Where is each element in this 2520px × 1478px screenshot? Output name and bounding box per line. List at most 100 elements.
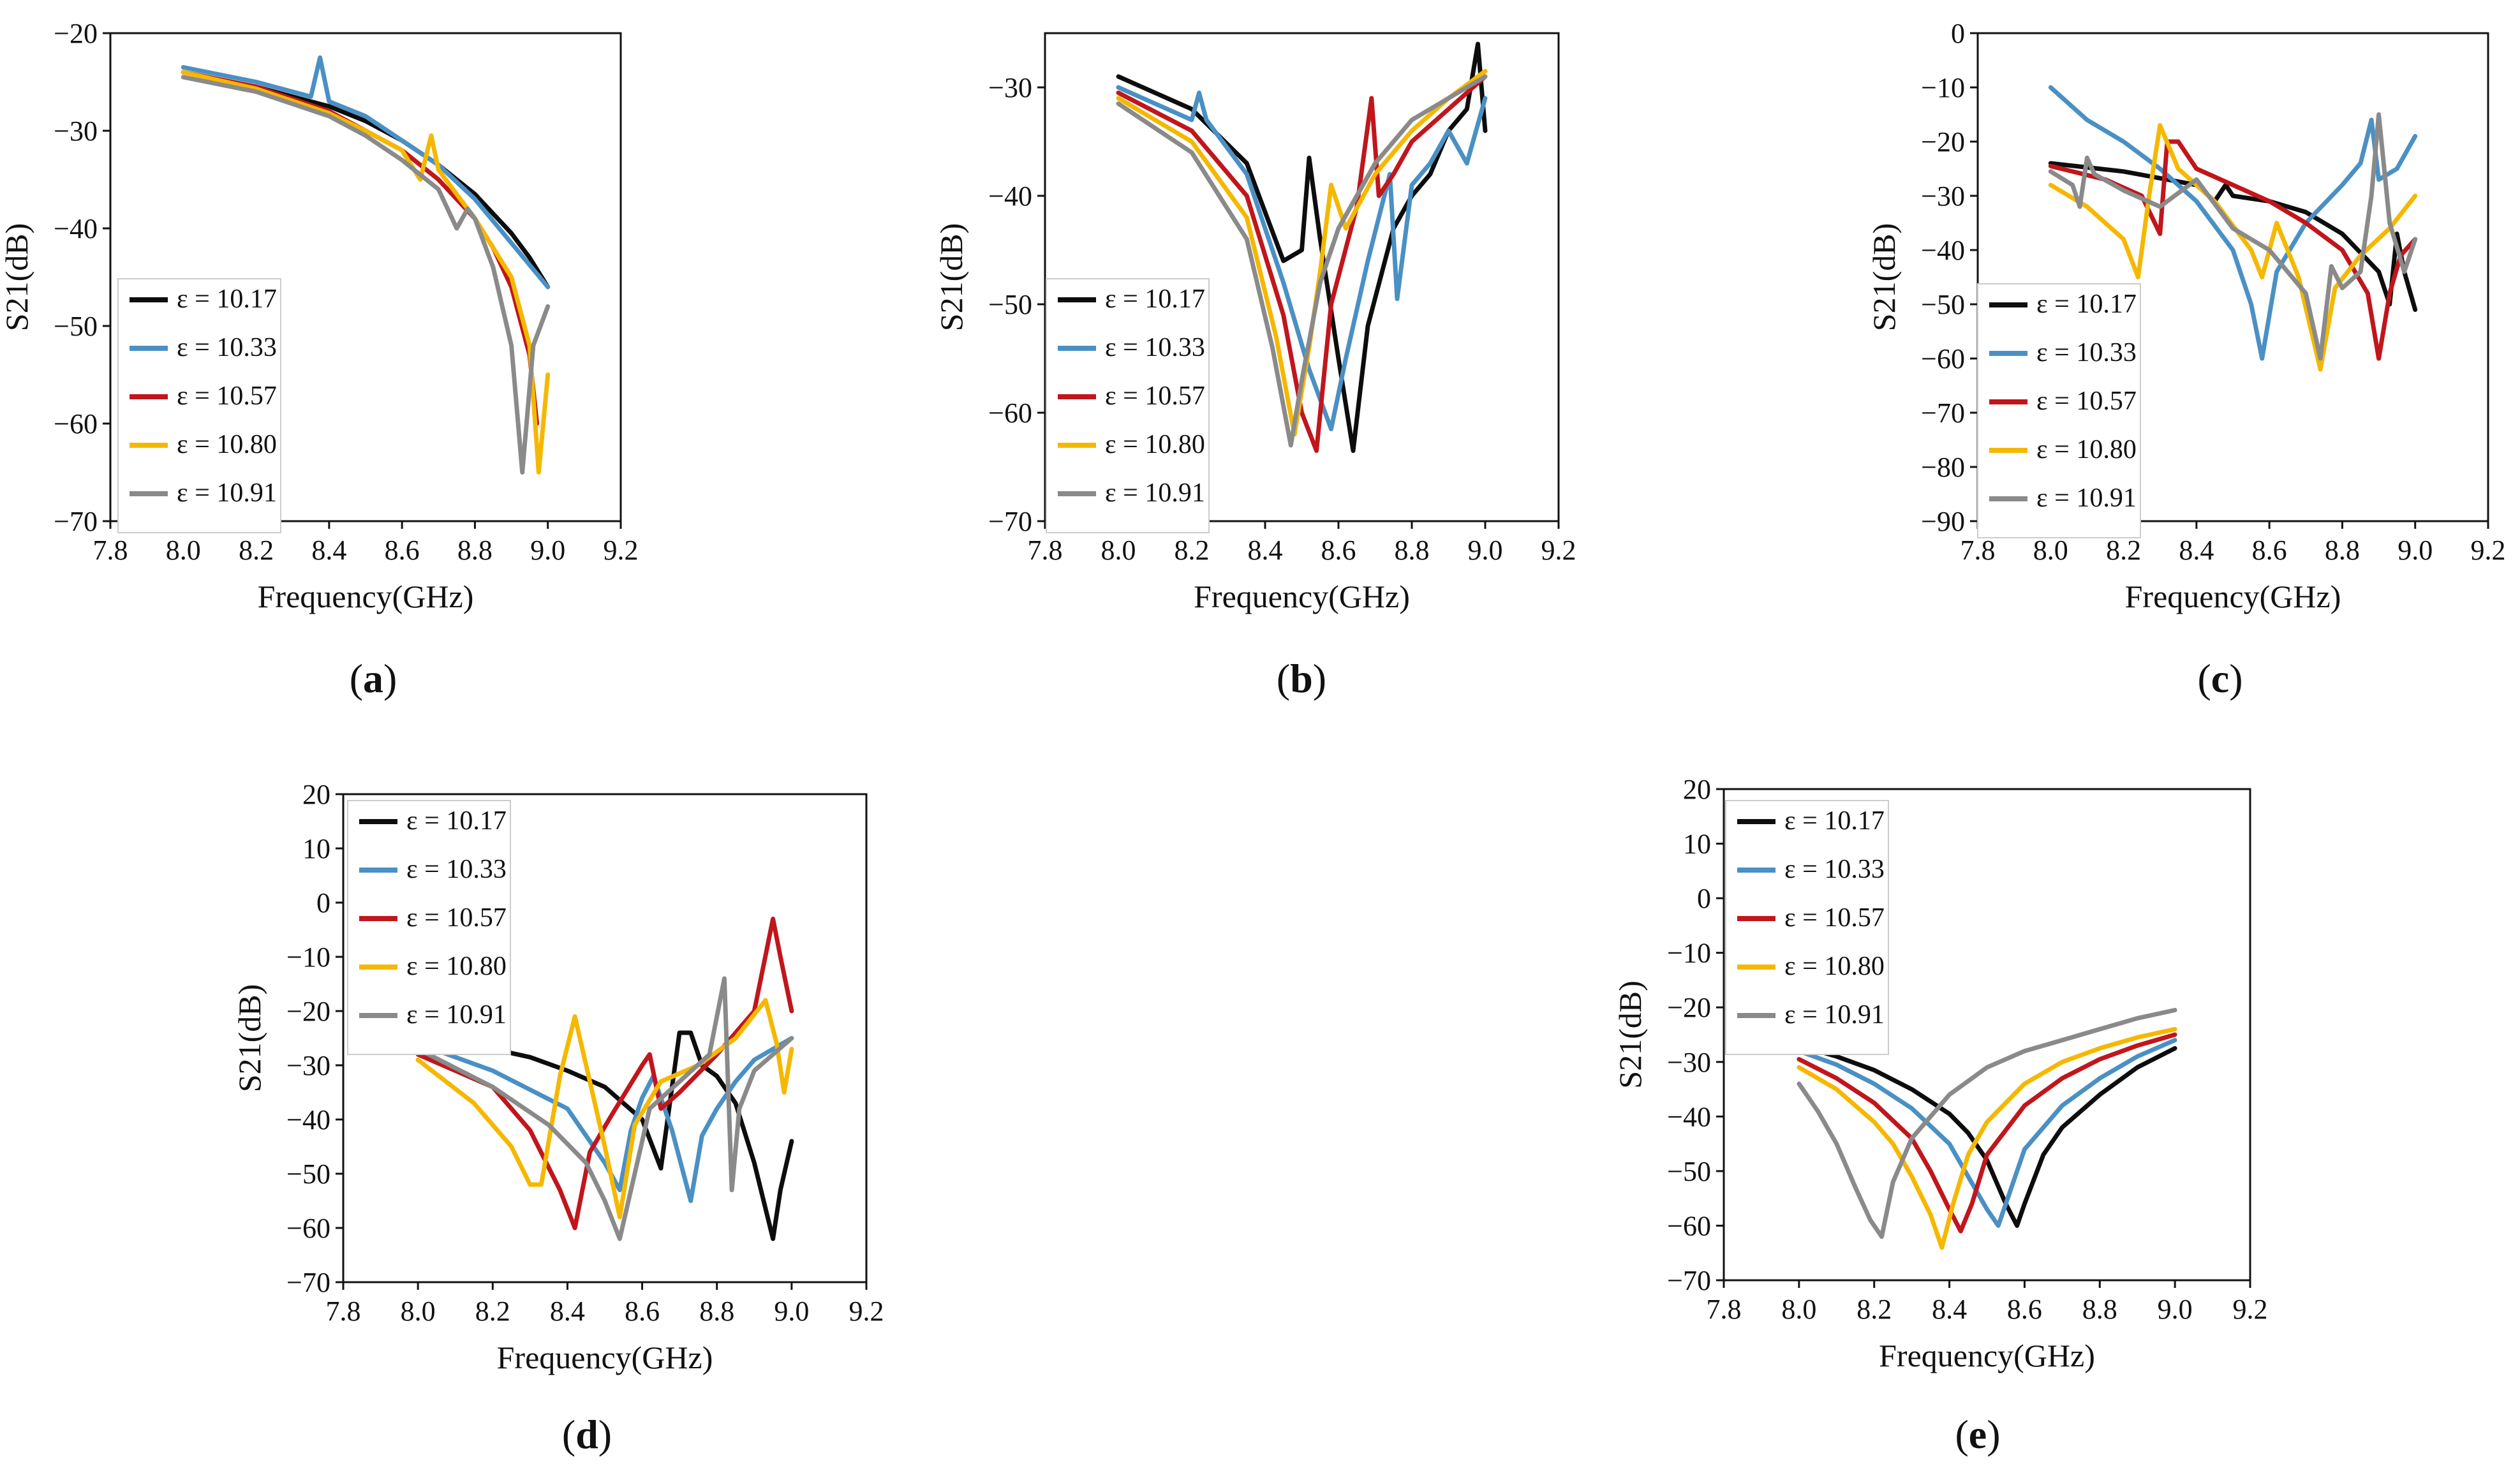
x-tick-label: 8.6 — [625, 1296, 660, 1327]
plot-frame — [1723, 788, 2251, 1282]
legend-label: ε = 10.57 — [1105, 381, 1205, 411]
y-tick-label: −70 — [54, 506, 98, 537]
series-line-10.33 — [415, 1036, 794, 1203]
y-axis-label: S21(dB) — [232, 984, 267, 1092]
x-tick-label: 7.8 — [326, 1296, 361, 1327]
series-line-10.91 — [2048, 112, 2418, 361]
y-tick-label: 10 — [302, 833, 330, 864]
y-tick-label: −60 — [1921, 343, 1965, 374]
plot-frame — [1976, 32, 2489, 522]
y-tick-label: −20 — [286, 996, 330, 1027]
y-tick-label: −10 — [286, 942, 330, 973]
y-tick-label: −60 — [54, 408, 98, 440]
x-axis-label: Frequency(GHz) — [1879, 1338, 2095, 1373]
y-tick-label: −80 — [1921, 452, 1965, 483]
x-tick-label: 9.2 — [849, 1296, 884, 1327]
x-axis-label: Frequency(GHz) — [1194, 579, 1410, 614]
legend-label: ε = 10.80 — [177, 430, 277, 459]
y-tick-label: −50 — [286, 1158, 330, 1190]
y-tick-label: −30 — [988, 72, 1032, 103]
legend-label: ε = 10.33 — [1105, 333, 1205, 362]
y-tick-label: −70 — [1921, 397, 1965, 429]
x-tick-label: 9.2 — [1541, 535, 1576, 566]
legend-label: ε = 10.57 — [1784, 903, 1885, 933]
chart-panel-a: 7.8 8.0 8.2 8.4 8.6 8.8 9.0 9.2 −70 −60 −50 −40 −30 −… — [0, 18, 639, 701]
y-tick-label: −30 — [286, 1050, 330, 1081]
y-tick-label: −50 — [988, 289, 1032, 320]
x-tick-label: 8.0 — [166, 535, 201, 566]
legend-label: ε = 10.57 — [406, 903, 507, 933]
y-tick-label: −40 — [286, 1104, 330, 1135]
y-tick-label: 20 — [1683, 774, 1711, 805]
x-axis-label: Frequency(GHz) — [2125, 579, 2341, 614]
y-axis-label: S21(dB) — [1866, 223, 1902, 331]
x-tick-label: 8.0 — [401, 1296, 436, 1327]
legend-label: ε = 10.91 — [1105, 478, 1205, 508]
y-tick-label: 0 — [316, 887, 330, 919]
plot-frame — [342, 793, 868, 1283]
series-line-10.57 — [1116, 74, 1488, 453]
series-line-10.17 — [1116, 41, 1488, 453]
y-tick-label: −40 — [988, 181, 1032, 212]
y-tick-label: −60 — [1667, 1210, 1711, 1241]
y-axis-label: S21(dB) — [933, 223, 969, 331]
y-tick-label: −50 — [54, 311, 98, 342]
chart-panel-c: 7.8 8.0 8.2 8.4 8.6 8.8 9.0 9.2 −90 −80 −70 −60 −50 −… — [1866, 18, 2506, 701]
series-line-10.57 — [1797, 1032, 2177, 1234]
legend-label: ε = 10.33 — [406, 855, 507, 884]
x-tick-label: 8.8 — [457, 535, 493, 566]
y-tick-label: −10 — [1921, 72, 1965, 103]
legend-label: ε = 10.91 — [406, 1000, 507, 1030]
panel-label: (b) — [1277, 656, 1326, 701]
y-tick-label: −90 — [1921, 506, 1965, 537]
x-tick-label: 9.0 — [2398, 535, 2433, 566]
panel-label: (e) — [1955, 1412, 2000, 1457]
x-tick-label: 7.8 — [1028, 535, 1063, 566]
y-tick-label: −50 — [1921, 289, 1965, 320]
legend-box — [1046, 278, 1210, 533]
y-tick-label: −70 — [988, 506, 1032, 537]
y-tick-label: 0 — [1951, 18, 1965, 49]
series-line-10.91 — [181, 75, 551, 475]
series-line-10.80 — [415, 998, 794, 1220]
x-axis-label: Frequency(GHz) — [497, 1340, 713, 1375]
y-tick-label: −70 — [1667, 1265, 1711, 1296]
y-tick-label: −60 — [988, 397, 1032, 429]
plot-frame — [109, 32, 622, 522]
x-tick-label: 8.8 — [2082, 1294, 2117, 1325]
x-tick-label: 8.6 — [2007, 1294, 2042, 1325]
y-axis-label: S21(dB) — [0, 223, 34, 331]
x-tick-label: 8.8 — [2325, 535, 2360, 566]
legend-label: ε = 10.17 — [1105, 285, 1205, 314]
x-tick-label: 8.2 — [239, 535, 274, 566]
series-line-10.80 — [1116, 69, 1488, 437]
legend-label: ε = 10.91 — [2036, 484, 2137, 513]
legend-label: ε = 10.91 — [177, 478, 277, 508]
y-tick-label: −20 — [1921, 126, 1965, 158]
x-tick-label: 7.8 — [1960, 535, 1996, 566]
legend-label: ε = 10.80 — [1105, 430, 1205, 459]
x-tick-label: 9.2 — [2233, 1294, 2268, 1325]
panel-label: (c) — [2197, 656, 2242, 701]
legend-label: ε = 10.33 — [177, 333, 277, 362]
x-tick-label: 8.8 — [699, 1296, 734, 1327]
y-tick-label: −50 — [1667, 1156, 1711, 1187]
x-tick-label: 8.2 — [475, 1296, 510, 1327]
y-tick-label: −40 — [1921, 235, 1965, 266]
x-tick-label: 8.8 — [1395, 535, 1430, 566]
y-tick-label: 10 — [1683, 829, 1711, 860]
legend-label: ε = 10.17 — [2036, 290, 2137, 319]
series-line-10.33 — [1116, 85, 1488, 431]
x-tick-label: 9.2 — [604, 535, 639, 566]
y-tick-label: −40 — [1667, 1101, 1711, 1132]
series-line-10.80 — [1797, 1026, 2177, 1250]
y-tick-label: −30 — [1667, 1047, 1711, 1078]
x-tick-label: 9.0 — [530, 535, 565, 566]
y-tick-label: 20 — [302, 779, 330, 810]
chart-panel-d: 7.8 8.0 8.2 8.4 8.6 8.8 9.0 9.2 −70 −60 −50 −40 −30 −… — [232, 779, 884, 1457]
y-tick-label: −70 — [286, 1267, 330, 1298]
x-tick-label: 8.2 — [1857, 1294, 1892, 1325]
y-tick-label: −30 — [54, 115, 98, 147]
panel-label: (d) — [562, 1412, 612, 1457]
y-tick-label: −20 — [1667, 992, 1711, 1023]
